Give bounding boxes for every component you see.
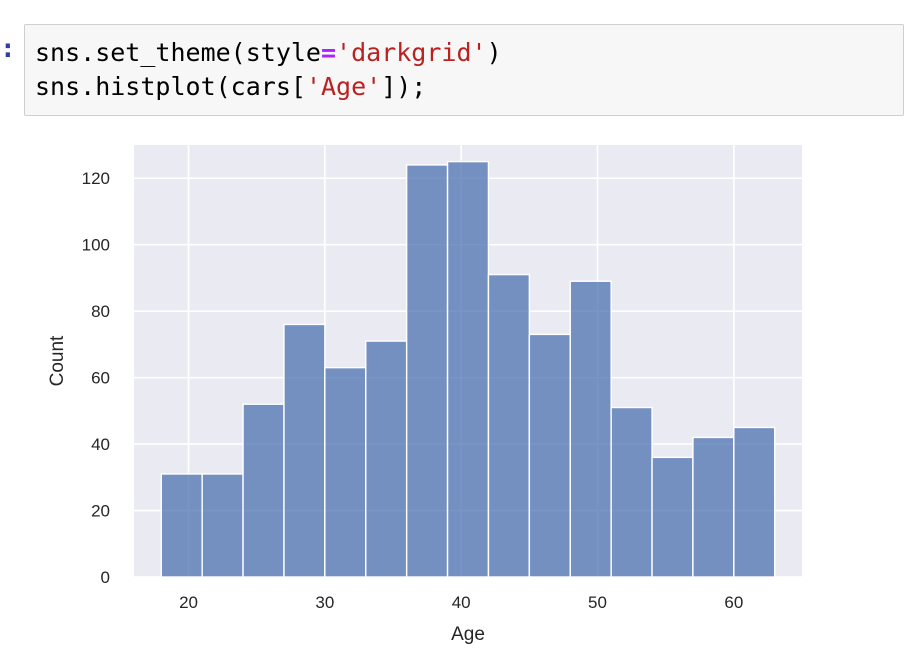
histogram-bar [528,333,571,578]
code-text: sns.histplot(cars[ [35,72,306,101]
y-tick-label: 0 [101,568,110,587]
histogram-bar [487,273,531,578]
code-string: 'darkgrid' [336,38,487,67]
histogram-bar [242,403,285,578]
code-cell[interactable]: sns.set_theme(style='darkgrid') sns.hist… [24,24,904,116]
code-text: sns.set_theme(style [35,38,321,67]
x-tick-label: 30 [315,593,334,612]
x-axis-label: Age [451,624,485,645]
code-line-1: sns.set_theme(style='darkgrid') [35,37,502,69]
code-text: ]); [381,72,427,101]
histogram-bar [569,280,612,578]
histogram-bar [405,164,449,578]
histogram-chart: 0 20 40 60 80 100 120 20 30 40 50 60 Age Count [47,145,802,645]
y-tick-label: 40 [91,435,110,454]
y-tick-label: 80 [91,302,110,321]
y-tick-label: 100 [82,236,110,255]
cell-prompt: : [0,34,16,64]
histogram-bars [160,160,776,578]
histogram-bar [446,160,490,578]
histogram-bar [651,456,694,578]
y-axis-label: Count [47,335,68,386]
code-text: ) [486,38,502,67]
histogram-bar [324,366,367,578]
code-line-2: sns.histplot(cars['Age']); [35,71,426,103]
x-tick-label: 50 [588,593,607,612]
code-string: 'Age' [305,72,382,101]
code-operator: = [320,38,337,67]
histogram-bar [160,473,203,578]
x-tick-label: 20 [179,593,198,612]
histogram-bar [610,406,653,578]
histogram-bar [692,436,735,578]
histogram-bar [283,323,326,578]
histogram-bar [201,473,244,578]
cell-output: 0 20 40 60 80 100 120 20 30 40 50 60 Age Count [0,130,906,662]
x-tick-labels: 20 30 40 50 60 [179,593,743,612]
y-tick-label: 120 [82,169,110,188]
x-tick-label: 40 [452,593,471,612]
histogram-bar [733,426,776,578]
histogram-bar [365,340,408,578]
y-tick-label: 20 [91,502,110,521]
x-tick-label: 60 [724,593,743,612]
y-tick-labels: 0 20 40 60 80 100 120 [82,169,110,587]
y-tick-label: 60 [91,369,110,388]
